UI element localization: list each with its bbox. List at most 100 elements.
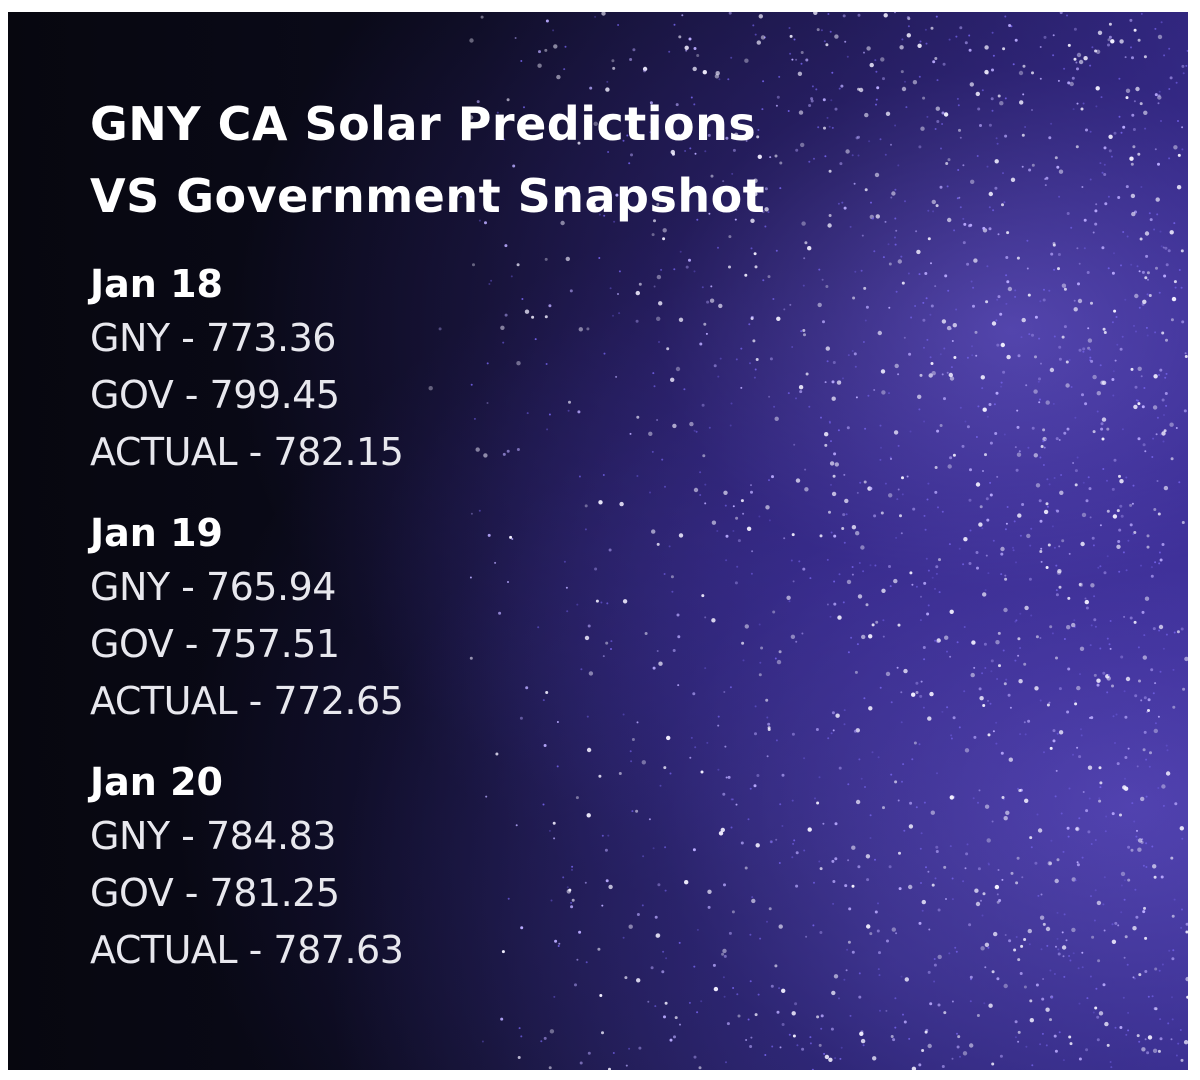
particle-dot <box>704 150 707 153</box>
particle-dot <box>1094 222 1098 226</box>
particle-dot <box>725 1061 727 1064</box>
particle-dot <box>565 586 568 589</box>
particle-dot <box>1030 614 1033 617</box>
particle-dot <box>730 56 733 59</box>
particle-dot <box>969 975 973 979</box>
particle-dot <box>718 303 723 309</box>
particle-dot <box>584 881 587 884</box>
particle-dot <box>693 1055 697 1059</box>
particle-dot <box>877 330 882 336</box>
particle-dot <box>580 668 583 671</box>
particle-dot <box>833 580 836 583</box>
particle-dot <box>847 354 850 357</box>
particle-dot <box>575 796 579 800</box>
particle-dot <box>1035 483 1041 488</box>
particle-dot <box>894 217 897 220</box>
particle-dot <box>516 361 521 366</box>
particle-dot <box>839 1057 842 1060</box>
particle-dot <box>619 501 624 507</box>
particle-dot <box>1005 678 1008 681</box>
particle-dot <box>1125 569 1128 572</box>
particle-dot <box>857 13 861 17</box>
particle-dot <box>778 75 781 78</box>
particle-dot <box>568 888 572 892</box>
particle-dot <box>744 58 749 63</box>
particle-dot <box>545 363 548 365</box>
particle-dot <box>1165 404 1168 407</box>
particle-dot <box>795 397 797 400</box>
particle-dot <box>933 980 936 983</box>
particle-dot <box>803 333 806 337</box>
particle-dot <box>951 340 954 342</box>
particle-dot <box>615 193 619 197</box>
particle-dot <box>875 214 880 219</box>
particle-dot <box>830 732 833 735</box>
particle-dot <box>779 187 782 190</box>
particle-dot <box>1004 934 1007 936</box>
particle-dot <box>749 787 752 790</box>
particle-dot <box>937 1003 941 1007</box>
particle-dot <box>946 706 949 709</box>
particle-dot <box>1133 531 1137 534</box>
particle-dot <box>607 834 610 837</box>
particle-dot <box>994 432 998 435</box>
particle-dot <box>1063 913 1066 916</box>
particle-dot <box>891 191 896 196</box>
particle-dot <box>1077 298 1083 304</box>
particle-dot <box>689 147 692 150</box>
particle-dot <box>1163 414 1165 416</box>
particle-dot <box>966 425 970 429</box>
particle-dot <box>502 341 505 344</box>
particle-dot <box>765 505 770 510</box>
particle-dot <box>899 45 904 50</box>
particle-dot <box>1065 383 1070 388</box>
particle-dot <box>951 877 954 880</box>
particle-dot <box>767 275 771 279</box>
particle-dot <box>1142 910 1146 914</box>
particle-dot <box>587 1051 591 1055</box>
particle-dot <box>469 656 473 660</box>
particle-dot <box>504 244 508 248</box>
particle-dot <box>1186 49 1188 52</box>
particle-dot <box>816 801 820 805</box>
particle-dot <box>927 716 932 721</box>
particle-dot <box>717 768 720 771</box>
particle-dot <box>931 371 936 376</box>
particle-dot <box>1120 131 1123 134</box>
particle-dot <box>1074 702 1078 706</box>
particle-dot <box>1037 894 1040 897</box>
particle-dot <box>982 226 986 230</box>
particle-dot <box>1054 1049 1058 1053</box>
particle-dot <box>550 899 553 902</box>
gny-value: GNY - 765.94 <box>90 565 336 609</box>
particle-dot <box>772 610 776 614</box>
particle-dot <box>949 609 954 614</box>
particle-dot <box>1143 730 1147 734</box>
particle-dot <box>677 635 681 639</box>
particle-dot <box>1144 596 1150 601</box>
particle-dot <box>724 504 727 507</box>
particle-dot <box>750 315 754 319</box>
particle-dot <box>675 103 679 107</box>
particle-dot <box>801 632 804 635</box>
particle-dot <box>861 634 866 640</box>
particle-dot <box>997 631 1001 635</box>
particle-dot <box>1051 996 1054 999</box>
particle-dot <box>564 45 567 48</box>
particle-dot <box>605 641 609 645</box>
particle-dot <box>1120 514 1124 518</box>
particle-dot <box>754 33 757 36</box>
particle-dot <box>744 866 748 870</box>
particle-dot <box>974 888 979 893</box>
particle-dot <box>1102 327 1106 331</box>
particle-dot <box>1017 1030 1021 1034</box>
particle-dot <box>1053 477 1056 479</box>
particle-dot <box>992 54 995 57</box>
particle-dot <box>617 24 620 26</box>
particle-dot <box>930 810 935 815</box>
particle-dot <box>563 68 566 71</box>
particle-dot <box>1106 555 1109 558</box>
particle-dot <box>1168 88 1171 90</box>
particle-dot <box>862 341 865 343</box>
particle-dot <box>996 142 999 145</box>
